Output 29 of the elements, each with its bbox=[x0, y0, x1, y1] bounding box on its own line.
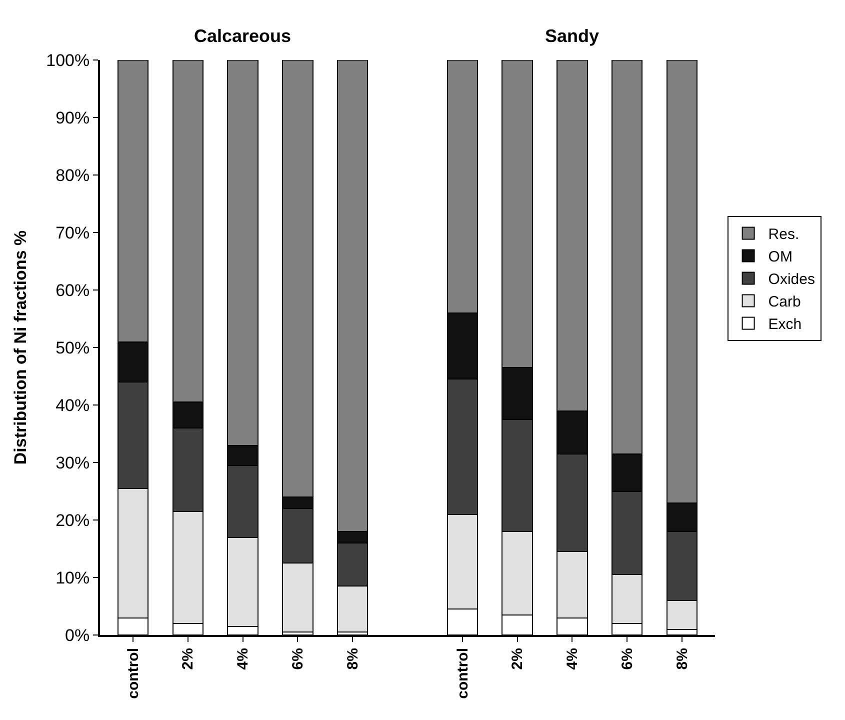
text: Calcareous bbox=[194, 26, 292, 46]
y-tick-label: 100% bbox=[46, 50, 90, 70]
x-tick-label: 2% bbox=[509, 648, 526, 670]
x-tick-label: control bbox=[124, 648, 142, 699]
x-tick-label: 4% bbox=[564, 648, 582, 670]
x-tick-label: 6% bbox=[290, 648, 307, 670]
y-tick-label: 80% bbox=[56, 166, 90, 185]
y-tick-label: 40% bbox=[56, 396, 90, 415]
x-tick-label: 8% bbox=[674, 648, 691, 670]
x-tick-label: 2% bbox=[180, 648, 197, 670]
y-tick-label: 20% bbox=[56, 510, 90, 530]
y-tick-label: 50% bbox=[56, 338, 90, 358]
legend-label: OM bbox=[768, 248, 792, 266]
text: Sandy bbox=[545, 26, 600, 46]
legend-label: Carb bbox=[768, 294, 801, 311]
y-tick-label: 60% bbox=[56, 280, 90, 300]
y-tick-label: 0% bbox=[65, 626, 90, 645]
y-axis-title: Distribution of Ni fractions % bbox=[11, 230, 30, 465]
y-tick-label: 90% bbox=[56, 108, 90, 128]
x-tick-label: control bbox=[454, 648, 472, 699]
y-tick-label: 10% bbox=[56, 568, 90, 588]
x-tick-label: 4% bbox=[234, 648, 252, 670]
legend-label: Exch bbox=[768, 316, 802, 334]
legend-label: Res. bbox=[768, 226, 800, 244]
y-tick-label: 70% bbox=[56, 223, 90, 242]
x-tick-label: 8% bbox=[344, 648, 362, 670]
legend-label: Oxides bbox=[768, 271, 815, 288]
x-tick-label: 6% bbox=[619, 648, 636, 670]
y-tick-label: 30% bbox=[56, 453, 90, 472]
